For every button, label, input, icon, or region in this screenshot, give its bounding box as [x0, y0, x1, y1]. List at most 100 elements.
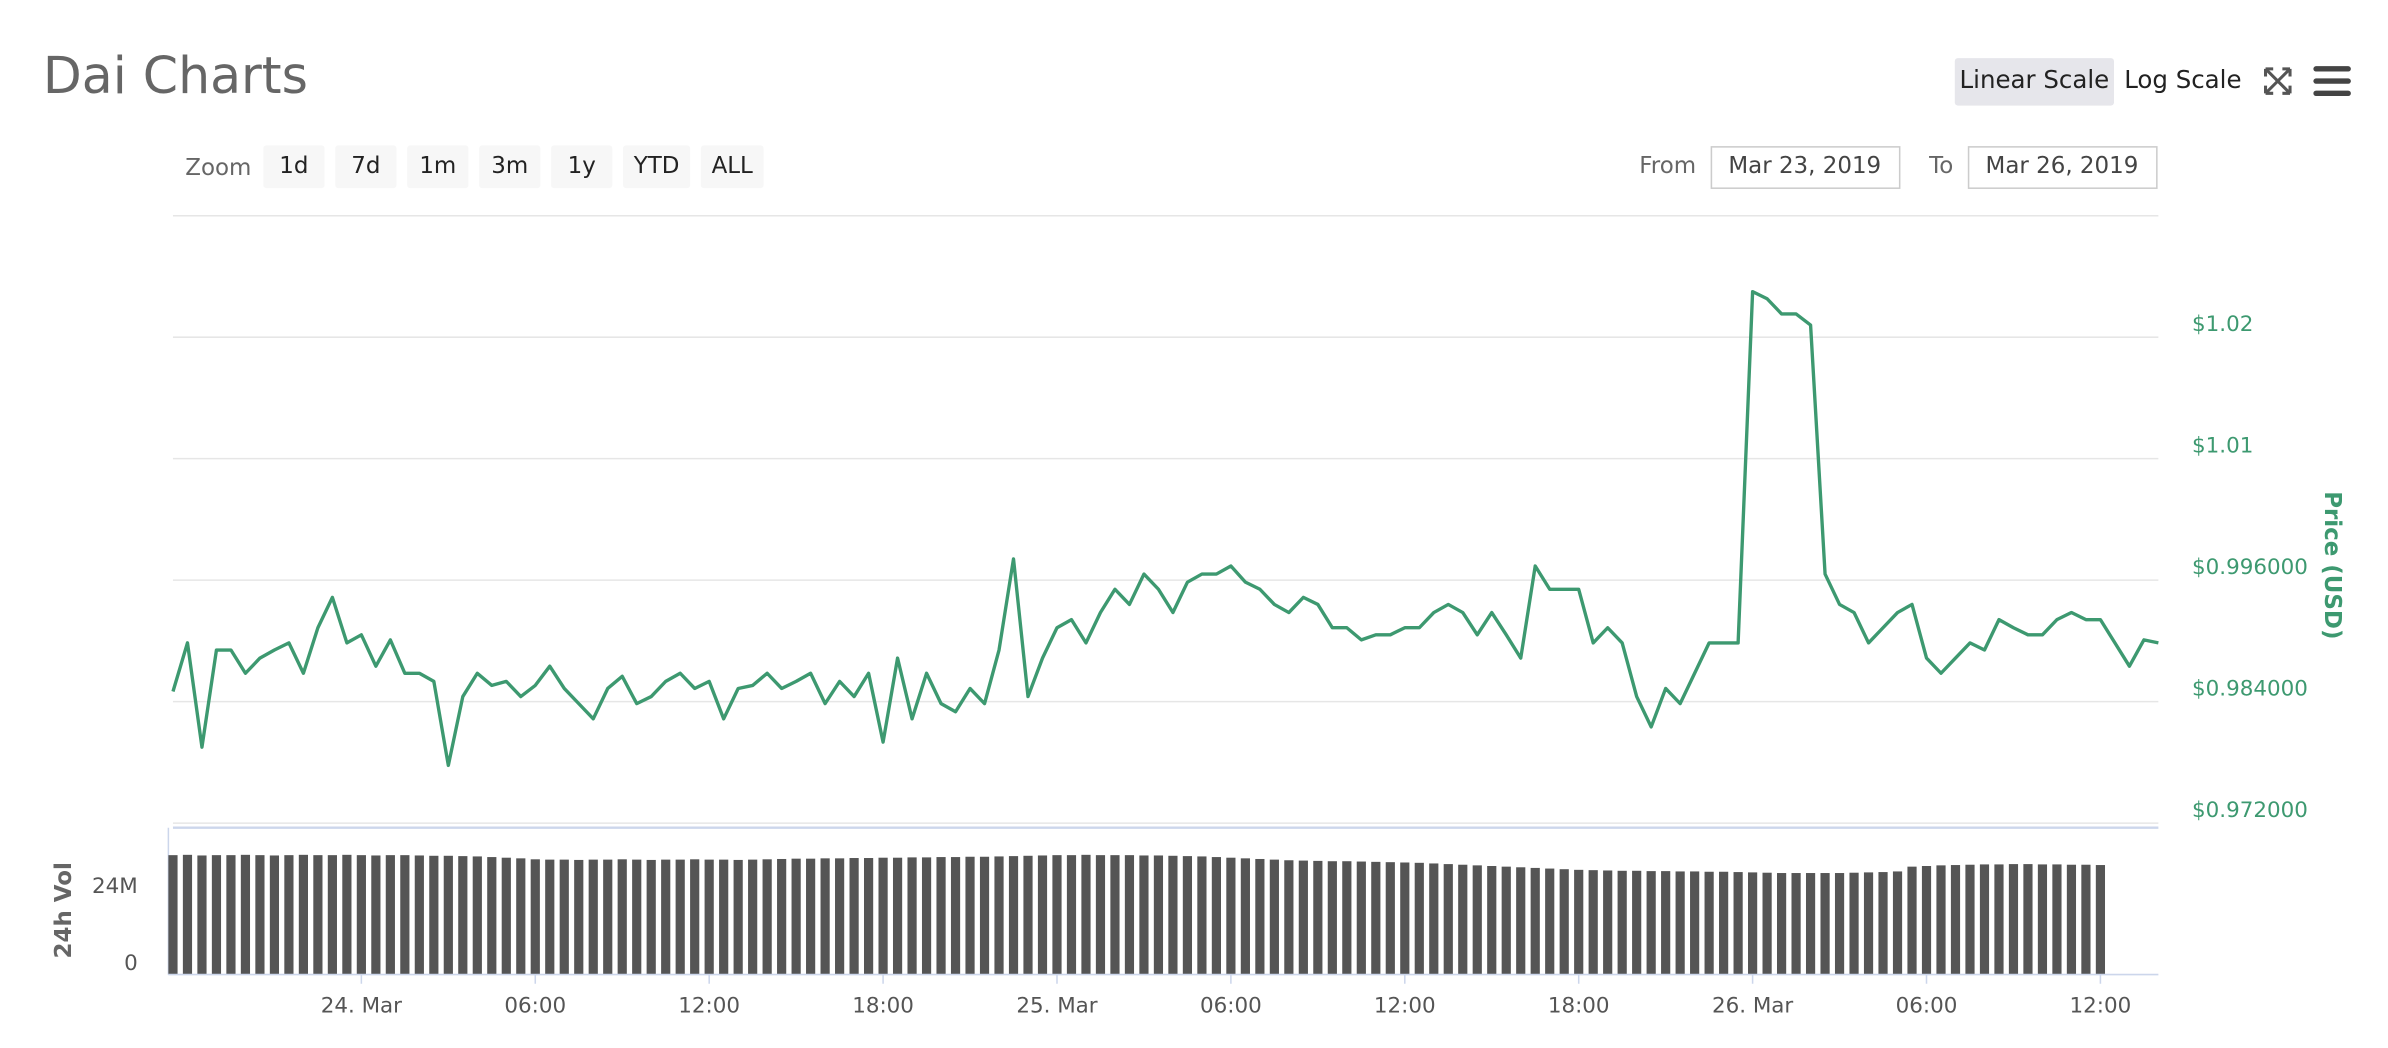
volume-bar	[835, 858, 845, 975]
zoom-label: Zoom	[185, 155, 251, 181]
x-tick-label: 12:00	[2070, 994, 2132, 1019]
to-date[interactable]: Mar 26, 2019	[1986, 153, 2139, 179]
x-tick-label: 25. Mar	[1016, 994, 1097, 1019]
volume-bar	[1936, 865, 1946, 975]
zoom-button[interactable]	[407, 145, 469, 189]
volume-bar	[617, 859, 627, 975]
volume-bar	[168, 855, 178, 975]
volume-bar	[2023, 864, 2033, 975]
y-tick-label: $0.984000	[2192, 676, 2308, 701]
volume-bar	[1327, 861, 1337, 975]
volume-bar	[748, 859, 758, 975]
volume-bar	[1371, 861, 1381, 975]
zoom-button-label[interactable]: 1m	[419, 153, 456, 179]
from-date[interactable]: Mar 23, 2019	[1728, 153, 1881, 179]
to-input[interactable]	[1967, 146, 2158, 189]
volume-bar	[2052, 864, 2062, 975]
zoom-button[interactable]	[263, 145, 325, 189]
volume-bar	[864, 858, 874, 975]
volume-bar	[1081, 854, 1091, 975]
volume-bar	[646, 859, 656, 975]
from-input[interactable]	[1710, 146, 1901, 189]
volume-bar	[1385, 862, 1395, 975]
volume-bar	[1472, 865, 1482, 975]
log-scale-label[interactable]: Log Scale	[2124, 65, 2241, 94]
volume-bar	[1603, 870, 1613, 975]
volume-bar	[1704, 871, 1714, 975]
zoom-button-label[interactable]: 1d	[279, 153, 308, 179]
linear-scale-button[interactable]	[1954, 58, 2114, 106]
volume-bar	[994, 856, 1004, 975]
volume-bar	[1965, 864, 1975, 975]
volume-bar	[1979, 864, 1990, 975]
volume-bar	[1501, 866, 1511, 975]
volume-bar	[1356, 861, 1366, 975]
volume-bar	[1588, 870, 1598, 975]
volume-bar	[965, 856, 975, 975]
to-label: To	[1928, 153, 1953, 179]
zoom-button[interactable]	[700, 145, 764, 189]
y-tick-label: $1.02	[2192, 312, 2253, 337]
volume-bar	[1994, 864, 2004, 975]
volume-bar	[1892, 871, 1903, 975]
volume-bar	[356, 855, 366, 975]
zoom-button[interactable]	[335, 145, 397, 189]
volume-bar	[443, 855, 453, 975]
volume-bar	[632, 859, 642, 975]
zoom-button-label[interactable]: ALL	[712, 153, 753, 179]
volume-bar	[269, 855, 280, 975]
linear-scale-label[interactable]: Linear Scale	[1960, 65, 2110, 94]
zoom-button-label[interactable]: 1y	[568, 153, 596, 179]
volume-bar	[1443, 864, 1453, 975]
volume-bar	[240, 854, 251, 975]
volume-bar	[1574, 869, 1584, 975]
volume-bar	[1052, 855, 1062, 975]
y-axis-title: Price (USD)	[2319, 491, 2345, 639]
zoom-button[interactable]	[551, 145, 613, 189]
volume-bar	[1921, 866, 1932, 975]
volume-bar	[1617, 870, 1627, 975]
volume-bar	[892, 857, 903, 975]
zoom-button-label[interactable]: YTD	[633, 153, 680, 179]
volume-bar	[1255, 858, 1265, 975]
zoom-button-label[interactable]: 7d	[351, 153, 380, 179]
menu-icon[interactable]	[2313, 66, 2351, 97]
volume-bar	[1661, 871, 1671, 975]
volume-bar	[1182, 856, 1193, 975]
y-tick-label: 0	[124, 951, 138, 976]
volume-bar	[1863, 872, 1874, 975]
volume-bar	[603, 859, 613, 975]
zoom-buttons: 1d 7d 1m 3m 1y YTD ALL	[263, 145, 764, 189]
volume-bar	[1950, 865, 1961, 975]
volume-bar	[1878, 872, 1888, 975]
volume-bar	[414, 855, 424, 975]
volume-bar	[1733, 872, 1743, 975]
volume-bar	[777, 858, 787, 975]
volume-bar	[791, 858, 801, 975]
volume-bar	[733, 859, 743, 975]
x-tick-label: 26. Mar	[1712, 994, 1793, 1019]
y-tick-label: $0.996000	[2192, 555, 2308, 580]
x-tick-label: 18:00	[852, 994, 914, 1019]
volume-bar	[1110, 855, 1120, 975]
volume-bar	[979, 856, 990, 975]
volume-bar	[2095, 865, 2106, 975]
volume-bar	[1675, 871, 1685, 975]
zoom-button-label[interactable]: 3m	[491, 153, 528, 179]
volume-bar	[472, 856, 482, 975]
fullscreen-icon[interactable]	[2264, 67, 2292, 95]
volume-bar	[1559, 869, 1569, 975]
zoom-button[interactable]	[623, 145, 691, 189]
volume-bar	[1748, 872, 1758, 975]
volume-bar	[2037, 864, 2048, 975]
volume-bar	[226, 855, 236, 975]
x-tick-label: 06:00	[1200, 994, 1262, 1019]
volume-bar	[501, 857, 511, 975]
x-tick-label: 12:00	[678, 994, 740, 1019]
y-tick-label: 24M	[92, 874, 138, 899]
volume-bar	[849, 858, 859, 975]
volume-bar	[762, 859, 772, 975]
zoom-button[interactable]	[479, 145, 541, 189]
volume-bar	[545, 859, 555, 975]
volume-bar	[1298, 860, 1308, 975]
